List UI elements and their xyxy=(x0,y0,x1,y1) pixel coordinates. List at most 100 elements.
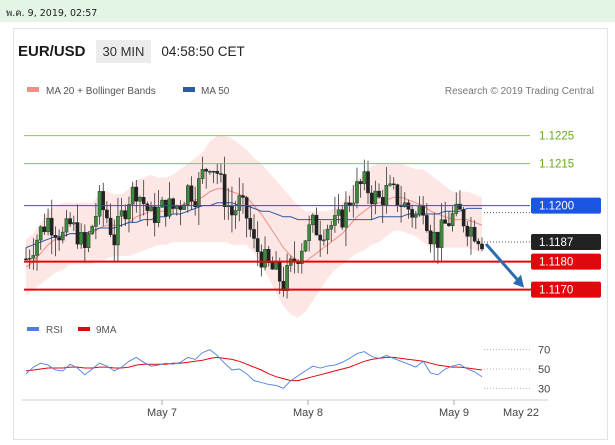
candle-body xyxy=(90,226,94,235)
rsi-tick-label: 70 xyxy=(538,345,550,357)
candle xyxy=(38,225,43,250)
candle xyxy=(64,209,69,237)
candle-body xyxy=(215,171,220,174)
candle-body xyxy=(461,209,466,227)
candle xyxy=(333,196,337,233)
candle-body xyxy=(27,258,32,260)
candle-body xyxy=(222,174,227,207)
candle-body xyxy=(476,240,481,245)
candle xyxy=(42,213,47,235)
candle-body xyxy=(149,206,153,211)
candle-body xyxy=(119,210,124,217)
rsi-plot-area: 70 50 30 xyxy=(25,345,550,395)
candle-body xyxy=(259,251,264,268)
ma50-line xyxy=(25,202,482,249)
candle xyxy=(46,208,50,236)
candle xyxy=(27,249,32,269)
candle-body xyxy=(160,199,164,208)
x-label-may-8: May 8 xyxy=(293,407,323,419)
ma9-legend-swatch xyxy=(78,327,90,331)
candle xyxy=(362,159,367,191)
candle-body xyxy=(340,209,345,228)
candle-body xyxy=(248,218,253,230)
candle-body xyxy=(373,190,378,205)
candle-body xyxy=(31,255,36,259)
candle xyxy=(86,231,91,253)
candle xyxy=(480,237,484,251)
candle xyxy=(373,180,378,215)
candle xyxy=(141,180,146,216)
candle xyxy=(439,203,444,263)
candle-body xyxy=(333,215,337,226)
candle-body xyxy=(314,214,319,236)
candle-body xyxy=(358,181,363,185)
candle-body xyxy=(336,209,341,216)
candle-body xyxy=(60,231,65,241)
candle xyxy=(454,192,459,217)
candle xyxy=(388,175,392,187)
candle-body xyxy=(138,197,142,202)
candle xyxy=(197,171,201,226)
research-credit: Research © 2019 Trading Central xyxy=(445,86,594,97)
candle-body xyxy=(436,231,440,248)
candle xyxy=(244,195,249,238)
candle xyxy=(237,177,242,222)
candle-body xyxy=(355,181,359,204)
candle-body xyxy=(134,186,139,202)
candle-body xyxy=(79,232,83,245)
candle-body xyxy=(369,192,374,205)
candle xyxy=(355,167,359,209)
candle-body xyxy=(204,169,208,172)
rsi-legend-swatch xyxy=(27,327,39,331)
candle-body xyxy=(447,223,451,226)
candle xyxy=(57,229,61,251)
candle xyxy=(186,183,190,213)
candle-body xyxy=(311,214,315,225)
candle xyxy=(336,194,341,224)
timeframe-badge[interactable]: 30 MIN xyxy=(95,39,152,63)
candle-body xyxy=(35,239,39,256)
candle-body xyxy=(200,169,205,179)
candle-body xyxy=(211,171,216,173)
candle xyxy=(281,266,286,297)
candle xyxy=(432,213,436,262)
candle-body xyxy=(450,213,455,226)
rsi-line xyxy=(25,349,483,389)
candle-body xyxy=(414,214,418,218)
candle xyxy=(311,213,315,233)
candle xyxy=(329,220,334,242)
candle-body xyxy=(391,183,396,186)
candle xyxy=(450,206,455,232)
candle xyxy=(428,224,433,253)
level-badge-bg xyxy=(531,281,601,298)
candle-body xyxy=(230,205,234,216)
candle-body xyxy=(49,217,54,236)
candle xyxy=(380,189,385,223)
candle xyxy=(241,183,245,214)
level-label: 1.1170 xyxy=(539,285,573,297)
candle xyxy=(75,204,80,249)
candle xyxy=(255,221,260,266)
candle-body xyxy=(46,217,50,233)
candle xyxy=(340,205,345,230)
candle xyxy=(458,190,462,210)
candle-body xyxy=(377,190,381,198)
candle-body xyxy=(263,249,267,268)
candle xyxy=(358,178,363,198)
level-label: 1.1200 xyxy=(539,201,574,213)
candle xyxy=(476,238,481,251)
candle-body xyxy=(432,231,436,245)
candle xyxy=(167,182,172,219)
candle-body xyxy=(193,201,197,207)
candle xyxy=(105,201,109,224)
candle-body xyxy=(300,250,304,264)
candle xyxy=(90,224,94,235)
candle xyxy=(116,198,120,262)
candle xyxy=(436,231,440,265)
candle-body xyxy=(72,222,76,225)
candle xyxy=(318,220,322,257)
candle-body xyxy=(108,217,113,235)
level-badge-bg xyxy=(531,253,601,270)
candle-body xyxy=(329,225,334,230)
